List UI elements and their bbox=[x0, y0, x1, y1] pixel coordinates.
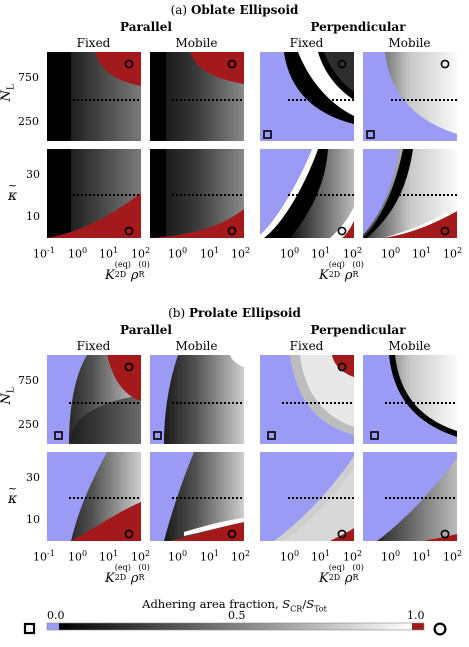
xtick-b-10: 102 bbox=[343, 549, 363, 564]
ytick-30-b: 30 bbox=[26, 471, 40, 484]
parallel-header-a: Parallel bbox=[120, 20, 172, 34]
xtick-a-11: 100 bbox=[381, 246, 401, 261]
xtick-b-3: 101 bbox=[99, 549, 119, 564]
panel-b-parallel-fixed-nl bbox=[47, 355, 141, 444]
colorbar-min-label: 0.0 bbox=[47, 609, 65, 622]
parallel-header-b: Parallel bbox=[120, 323, 172, 337]
xtick-a-6: 101 bbox=[200, 246, 220, 261]
colorbar-title: Adhering area fraction, SCR/STot bbox=[142, 597, 327, 614]
col-mobile-b1: Mobile bbox=[175, 339, 218, 353]
perpendicular-header-b: Perpendicular bbox=[310, 323, 406, 337]
xlabel-a-parallel: K (eq) 2D ρ (0) R bbox=[105, 260, 150, 284]
colorbar-square-marker bbox=[23, 622, 36, 635]
panel-b-perpendicular-fixed-nl bbox=[260, 355, 354, 444]
panel-b-parallel-mobile-nl bbox=[150, 355, 244, 444]
col-mobile-a2: Mobile bbox=[388, 36, 431, 50]
xtick-a-2: 100 bbox=[68, 246, 88, 261]
xtick-a-4: 102 bbox=[131, 246, 151, 261]
xtick-b-5: 100 bbox=[168, 549, 188, 564]
section-a-title: (a) Oblate Ellipsoid bbox=[0, 3, 469, 17]
col-mobile-a1: Mobile bbox=[175, 36, 218, 50]
xtick-a-8: 100 bbox=[280, 246, 300, 261]
ytick-10-b: 10 bbox=[26, 513, 40, 526]
panel-a-perpendicular-fixed-kappa bbox=[260, 149, 354, 238]
panel-b-perpendicular-mobile-kappa bbox=[363, 452, 457, 541]
xtick-a-7: 102 bbox=[231, 246, 251, 261]
panel-a-parallel-fixed-kappa bbox=[47, 149, 141, 238]
ylabel-kappa-a: ~ κ bbox=[8, 179, 18, 204]
section-b-label: (b) bbox=[168, 306, 186, 320]
xtick-a-12: 101 bbox=[412, 246, 432, 261]
xtick-b-2: 100 bbox=[68, 549, 88, 564]
xtick-b-4: 102 bbox=[131, 549, 151, 564]
xlabel-b-parallel: K (eq) 2D ρ (0) R bbox=[105, 563, 150, 587]
panel-a-parallel-mobile-nl bbox=[150, 52, 244, 141]
ylabel-kappa-b: ~ κ bbox=[8, 482, 18, 507]
xtick-b-6: 101 bbox=[200, 549, 220, 564]
xtick-a-3: 101 bbox=[99, 246, 119, 261]
xtick-a-1: 10-1 bbox=[33, 246, 55, 261]
colorbar-max-label: 1.0 bbox=[407, 609, 425, 622]
col-fixed-b1: Fixed bbox=[76, 339, 111, 353]
colorbar-mid-label: 0.5 bbox=[228, 609, 246, 622]
perpendicular-header-a: Perpendicular bbox=[310, 20, 406, 34]
ytick-750-a: 750 bbox=[18, 71, 39, 84]
ylabel-nl-b: NL bbox=[0, 387, 17, 405]
ytick-250-b: 250 bbox=[18, 418, 39, 431]
xtick-a-13: 102 bbox=[443, 246, 463, 261]
xtick-a-9: 101 bbox=[311, 246, 331, 261]
xtick-b-12: 101 bbox=[412, 549, 432, 564]
xtick-b-8: 100 bbox=[280, 549, 300, 564]
section-a-label: (a) bbox=[170, 3, 188, 17]
colorbar bbox=[23, 622, 447, 636]
xtick-a-5: 100 bbox=[168, 246, 188, 261]
section-a-name: Oblate Ellipsoid bbox=[190, 3, 299, 17]
panel-b-parallel-fixed-kappa bbox=[47, 452, 141, 541]
xtick-b-7: 102 bbox=[231, 549, 251, 564]
col-mobile-b2: Mobile bbox=[388, 339, 431, 353]
ylabel-nl-a: NL bbox=[0, 84, 17, 102]
xtick-b-13: 102 bbox=[443, 549, 463, 564]
xtick-b-1: 10-1 bbox=[33, 549, 55, 564]
panel-a-parallel-fixed-nl bbox=[47, 52, 141, 141]
colorbar-circle-marker bbox=[433, 622, 447, 636]
xtick-a-10: 102 bbox=[343, 246, 363, 261]
col-fixed-a1: Fixed bbox=[76, 36, 111, 50]
panel-b-parallel-mobile-kappa bbox=[150, 452, 244, 541]
xlabel-a-perpendicular: K (eq) 2D ρ (0) R bbox=[319, 260, 364, 284]
xlabel-b-perpendicular: K (eq) 2D ρ (0) R bbox=[319, 563, 364, 587]
panel-a-perpendicular-mobile-kappa bbox=[363, 149, 457, 238]
xtick-b-9: 101 bbox=[311, 549, 331, 564]
panel-a-parallel-mobile-kappa bbox=[150, 149, 244, 238]
ytick-30-a: 30 bbox=[26, 168, 40, 181]
ytick-750-b: 750 bbox=[18, 374, 39, 387]
panel-a-perpendicular-fixed-nl bbox=[260, 52, 354, 141]
col-fixed-a2: Fixed bbox=[289, 36, 324, 50]
xtick-b-11: 100 bbox=[381, 549, 401, 564]
col-fixed-b2: Fixed bbox=[289, 339, 324, 353]
panel-b-perpendicular-mobile-nl bbox=[363, 355, 457, 444]
section-b-title: (b) Prolate Ellipsoid bbox=[0, 306, 469, 320]
ytick-250-a: 250 bbox=[18, 115, 39, 128]
panel-b-perpendicular-fixed-kappa bbox=[260, 452, 354, 541]
panel-a-perpendicular-mobile-nl bbox=[363, 52, 457, 141]
section-b-name: Prolate Ellipsoid bbox=[188, 306, 301, 320]
ytick-10-a: 10 bbox=[26, 210, 40, 223]
